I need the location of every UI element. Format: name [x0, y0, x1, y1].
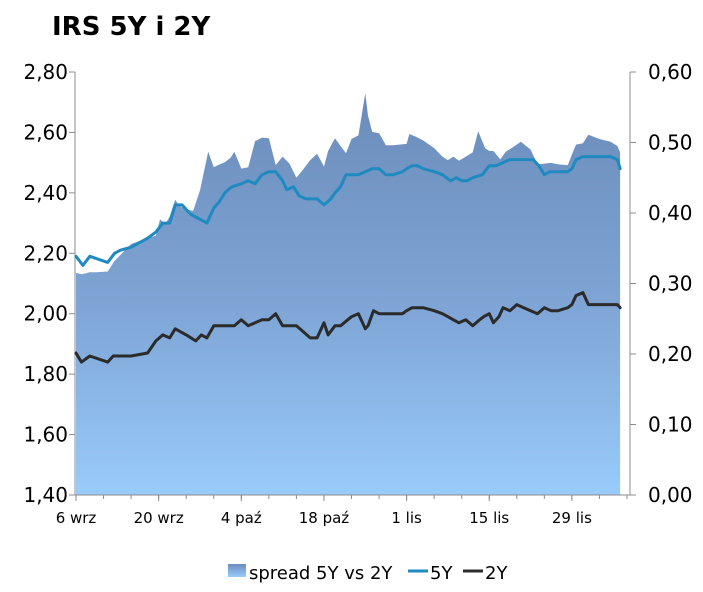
y-left-tick-label: 2,40 [23, 181, 68, 205]
y-right-tick-label: 0,50 [648, 131, 693, 155]
legend-label-spread: spread 5Y vs 2Y [249, 563, 393, 584]
y-left-tick-label: 1,80 [23, 362, 68, 386]
y-left-tick-label: 2,00 [23, 302, 68, 326]
x-tick-label: 20 wrz [134, 509, 184, 527]
y-left-tick-label: 2,60 [23, 120, 68, 144]
lines-layer [74, 155, 622, 364]
y-left-tick-label: 1,60 [23, 423, 68, 447]
y-left-tick-label: 2,80 [23, 60, 68, 84]
legend-swatch-spread [228, 564, 246, 577]
series-line-5y [74, 155, 622, 267]
y-right-tick-label: 0,20 [648, 342, 693, 366]
area-layer [76, 93, 621, 495]
y-right-tick-label: 0,60 [648, 60, 693, 84]
y-right-tick-label: 0,40 [648, 201, 693, 225]
legend-label-2y: 2Y [485, 563, 508, 584]
chart-title: IRS 5Y i 2Y [52, 12, 211, 42]
x-tick-label: 29 lis [552, 509, 592, 527]
y-left-tick-label: 2,20 [23, 241, 68, 265]
x-tick-label: 6 wrz [56, 509, 97, 527]
y-right-tick-label: 0,00 [648, 483, 693, 507]
x-tick-label: 4 paź [221, 509, 262, 527]
series-area-spread [76, 93, 621, 495]
x-tick-label: 15 lis [469, 509, 509, 527]
series-line-2y [74, 291, 622, 364]
x-tick-label: 1 lis [391, 509, 422, 527]
y-right-tick-label: 0,30 [648, 272, 693, 296]
y-left-tick-label: 1,40 [23, 483, 68, 507]
x-tick-label: 18 paź [299, 509, 350, 527]
legend-label-5y: 5Y [430, 563, 453, 584]
axes-layer: 1,40 1,60 1,80 2,00 2,20 2,40 2,60 2,80 0,00 0,10… [23, 60, 692, 527]
y-right-tick-label: 0,10 [648, 413, 693, 437]
legend: spread 5Y vs 2Y 5Y 2Y [228, 563, 508, 584]
